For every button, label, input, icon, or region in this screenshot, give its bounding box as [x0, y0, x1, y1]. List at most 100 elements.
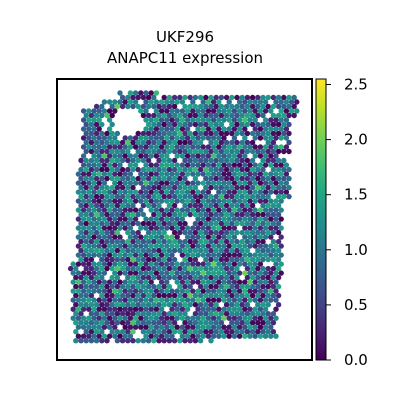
expression-spot: [234, 131, 239, 136]
expression-spot: [253, 243, 258, 248]
expression-spot: [123, 189, 128, 194]
expression-spot: [232, 162, 237, 167]
expression-spot: [234, 293, 239, 298]
expression-spot: [185, 325, 190, 330]
expression-spot: [107, 297, 112, 302]
expression-spot: [232, 171, 237, 176]
expression-spot: [263, 135, 268, 140]
expression-spot: [123, 171, 128, 176]
expression-spot: [136, 248, 141, 253]
expression-spot: [242, 288, 247, 293]
expression-spot: [172, 338, 177, 343]
expression-spot: [273, 171, 278, 176]
expression-spot: [125, 149, 130, 154]
expression-spot: [102, 325, 107, 330]
expression-spot: [159, 216, 164, 221]
expression-spot: [250, 176, 255, 181]
expression-spot: [208, 167, 213, 172]
expression-spot: [169, 297, 174, 302]
expression-spot: [185, 334, 190, 339]
expression-spot: [234, 212, 239, 217]
expression-spot: [81, 108, 86, 113]
expression-spot: [253, 189, 258, 194]
expression-spot: [175, 108, 180, 113]
expression-spot: [208, 266, 213, 271]
expression-spot: [104, 230, 109, 235]
expression-spot: [159, 279, 164, 284]
expression-spot: [133, 243, 138, 248]
expression-spot: [182, 275, 187, 280]
expression-spot: [221, 225, 226, 230]
expression-spot: [128, 153, 133, 158]
expression-spot: [128, 207, 133, 212]
expression-spot: [219, 239, 224, 244]
expression-spot: [219, 266, 224, 271]
expression-spot: [190, 297, 195, 302]
expression-spot: [94, 221, 99, 226]
expression-spot: [279, 189, 284, 194]
expression-spot: [234, 230, 239, 235]
expression-spot: [250, 257, 255, 262]
expression-spot: [245, 329, 250, 334]
expression-spot: [102, 288, 107, 293]
expression-spot: [128, 162, 133, 167]
expression-spot: [112, 261, 117, 266]
expression-spot: [253, 316, 258, 321]
expression-spot: [97, 117, 102, 122]
expression-spot: [240, 212, 245, 217]
expression-spot: [198, 212, 203, 217]
expression-spot: [188, 329, 193, 334]
expression-spot: [125, 239, 130, 244]
expression-spot: [89, 302, 94, 307]
expression-spot: [172, 266, 177, 271]
expression-spot: [99, 131, 104, 136]
expression-spot: [240, 131, 245, 136]
expression-spot: [221, 234, 226, 239]
expression-spot: [102, 270, 107, 275]
expression-spot: [190, 135, 195, 140]
expression-spot: [123, 325, 128, 330]
expression-spot: [136, 311, 141, 316]
expression-spot: [284, 117, 289, 122]
expression-spot: [182, 167, 187, 172]
expression-spot: [203, 113, 208, 118]
expression-spot: [234, 167, 239, 172]
expression-spot: [94, 212, 99, 217]
expression-spot: [125, 95, 130, 100]
expression-spot: [206, 153, 211, 158]
expression-spot: [203, 221, 208, 226]
expression-spot: [276, 104, 281, 109]
expression-spot: [133, 162, 138, 167]
expression-spot: [193, 239, 198, 244]
expression-spot: [112, 334, 117, 339]
expression-spot: [247, 252, 252, 257]
expression-spot: [266, 311, 271, 316]
expression-spot: [102, 279, 107, 284]
colorbar-tick-label: 1.0: [344, 241, 368, 259]
expression-spot: [84, 158, 89, 163]
expression-spot: [94, 311, 99, 316]
expression-spot: [232, 216, 237, 221]
expression-spot: [224, 311, 229, 316]
expression-spot: [115, 221, 120, 226]
expression-spot: [125, 275, 130, 280]
expression-spot: [91, 334, 96, 339]
expression-spot: [188, 95, 193, 100]
expression-spot: [89, 140, 94, 145]
spot-layer: [68, 90, 300, 343]
expression-spot: [234, 122, 239, 127]
expression-spot: [180, 297, 185, 302]
expression-spot: [136, 194, 141, 199]
expression-spot: [162, 122, 167, 127]
expression-spot: [185, 279, 190, 284]
expression-spot: [198, 122, 203, 127]
expression-spot: [125, 185, 130, 190]
expression-spot: [276, 221, 281, 226]
expression-spot: [208, 185, 213, 190]
expression-spot: [258, 153, 263, 158]
expression-spot: [167, 95, 172, 100]
expression-spot: [185, 198, 190, 203]
expression-spot: [146, 140, 151, 145]
expression-spot: [180, 216, 185, 221]
expression-spot: [182, 104, 187, 109]
